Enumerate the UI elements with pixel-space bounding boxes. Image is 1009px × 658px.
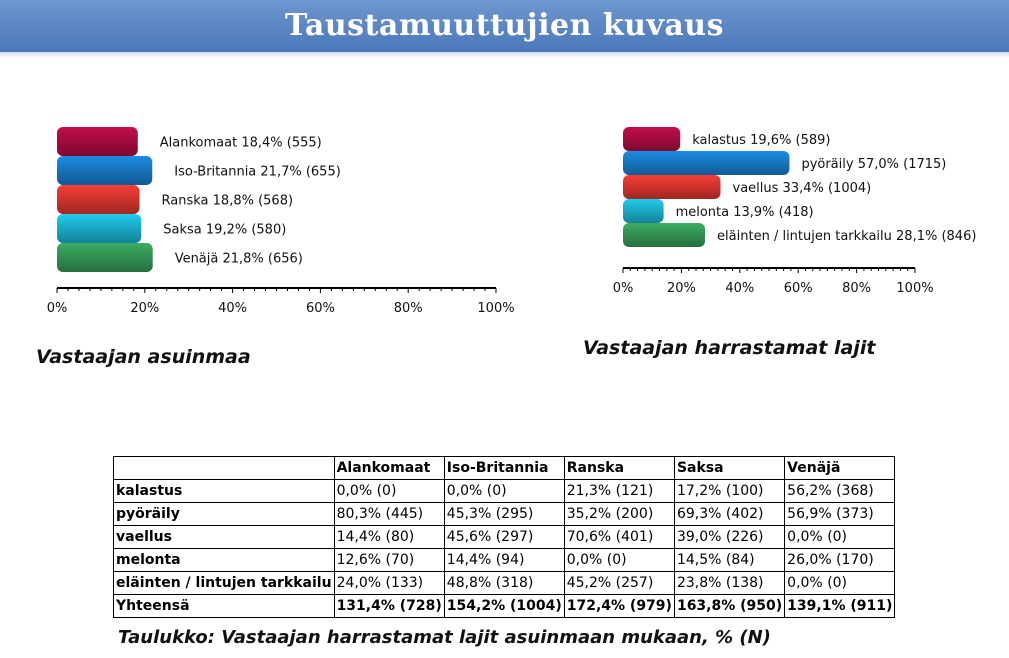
table-cell: 0,0% (0) bbox=[333, 479, 445, 503]
data-label: Venäjä 21,8% (656) bbox=[175, 252, 303, 267]
table-cell: 14,4% (94) bbox=[443, 548, 565, 572]
data-label: Iso-Britannia 21,7% (655) bbox=[174, 165, 341, 180]
x-tick-label: 80% bbox=[842, 281, 871, 296]
table-cell: 14,5% (84) bbox=[673, 548, 786, 572]
data-label: Ranska 18,8% (568) bbox=[162, 194, 294, 209]
row-label: melonta bbox=[113, 548, 335, 572]
table-cell: 24,0% (133) bbox=[333, 571, 445, 595]
data-label: kalastus 19,6% (589) bbox=[692, 133, 830, 148]
row-label: eläinten / lintujen tarkkailu bbox=[113, 571, 335, 595]
data-label: vaellus 33,4% (1004) bbox=[733, 181, 872, 196]
table-cell: 39,0% (226) bbox=[673, 525, 786, 549]
bar-kalastus bbox=[623, 127, 681, 151]
header-bar: Taustamuuttujien kuvaus bbox=[0, 0, 1009, 53]
column-header: Ranska bbox=[563, 456, 675, 480]
table-cell: 21,3% (121) bbox=[563, 479, 675, 503]
bar-saksa bbox=[57, 214, 142, 243]
header-shadow bbox=[0, 52, 1009, 58]
x-tick-label: 40% bbox=[725, 281, 754, 296]
bar-melonta bbox=[623, 199, 664, 223]
table-cell: 0,0% (0) bbox=[784, 525, 896, 549]
row-label: Yhteensä bbox=[113, 594, 335, 618]
hobby-by-country-table: Alankomaat Iso-Britannia Ranska Saksa Venäjä… bbox=[113, 456, 896, 618]
column-header: Venäjä bbox=[784, 456, 896, 480]
table-cell: 56,9% (373) bbox=[784, 502, 896, 526]
bar-vaellus bbox=[623, 175, 721, 199]
table-caption: Taulukko: Vastaajan harrastamat lajit as… bbox=[118, 627, 771, 648]
bar-iso-britannia bbox=[57, 156, 153, 185]
x-tick-label: 60% bbox=[784, 281, 813, 296]
residence-chart-caption: Vastaajan asuinmaa bbox=[36, 346, 251, 368]
table-cell: 35,2% (200) bbox=[563, 502, 675, 526]
data-label: eläinten / lintujen tarkkailu 28,1% (846… bbox=[717, 229, 976, 244]
table-cell: 163,8% (950) bbox=[673, 594, 786, 618]
table-cell: 48,8% (318) bbox=[443, 571, 565, 595]
table-header-row: Alankomaat Iso-Britannia Ranska Saksa Venäjä bbox=[113, 456, 896, 480]
table-row: vaellus 14,4% (80) 45,6% (297) 70,6% (401) 3… bbox=[113, 525, 896, 549]
bar-ranska bbox=[57, 185, 140, 214]
table-cell: 45,2% (257) bbox=[563, 571, 675, 595]
table-row: Yhteensä 131,4% (728) 154,2% (1004) 172,4% … bbox=[113, 594, 896, 618]
table-cell: 45,3% (295) bbox=[443, 502, 565, 526]
x-tick-label: 60% bbox=[306, 301, 335, 316]
table-cell: 0,0% (0) bbox=[443, 479, 565, 503]
bar-ven-j- bbox=[57, 243, 153, 272]
data-label: Saksa 19,2% (580) bbox=[163, 223, 286, 238]
x-tick-label: 0% bbox=[47, 301, 68, 316]
column-header: Alankomaat bbox=[333, 456, 445, 480]
table-cell: 17,2% (100) bbox=[673, 479, 786, 503]
table-row: melonta 12,6% (70) 14,4% (94) 0,0% (0) 14,5%… bbox=[113, 548, 896, 572]
x-tick-label: 20% bbox=[130, 301, 159, 316]
x-tick-label: 40% bbox=[218, 301, 247, 316]
table-cell: 172,4% (979) bbox=[563, 594, 675, 618]
column-header: Iso-Britannia bbox=[443, 456, 565, 480]
x-tick-label: 100% bbox=[896, 281, 933, 296]
row-label: pyöräily bbox=[113, 502, 335, 526]
x-tick-label: 0% bbox=[613, 281, 634, 296]
x-tick-label: 100% bbox=[477, 301, 514, 316]
column-header: Saksa bbox=[673, 456, 786, 480]
row-label: kalastus bbox=[113, 479, 335, 503]
table-cell: 154,2% (1004) bbox=[443, 594, 565, 618]
page-title: Taustamuuttujien kuvaus bbox=[284, 8, 725, 43]
hobby-chart-caption: Vastaajan harrastamat lajit bbox=[583, 337, 876, 359]
table-cell: 80,3% (445) bbox=[333, 502, 445, 526]
x-tick-label: 80% bbox=[394, 301, 423, 316]
data-label: melonta 13,9% (418) bbox=[676, 205, 814, 220]
table-cell: 0,0% (0) bbox=[563, 548, 675, 572]
data-label: pyöräily 57,0% (1715) bbox=[801, 157, 946, 172]
table-cell: 23,8% (138) bbox=[673, 571, 786, 595]
table-cell: 139,1% (911) bbox=[784, 594, 896, 618]
bar-alankomaat bbox=[57, 127, 138, 156]
bar-el-inten-lintujen-tarkkailu bbox=[623, 223, 706, 247]
table-cell: 69,3% (402) bbox=[673, 502, 786, 526]
table-cell: 14,4% (80) bbox=[333, 525, 445, 549]
table-cell: 56,2% (368) bbox=[784, 479, 896, 503]
table-cell: 131,4% (728) bbox=[333, 594, 445, 618]
table-row: kalastus 0,0% (0) 0,0% (0) 21,3% (121) 17,2%… bbox=[113, 479, 896, 503]
row-label: vaellus bbox=[113, 525, 335, 549]
table-cell: 0,0% (0) bbox=[784, 571, 896, 595]
table-cell: 45,6% (297) bbox=[443, 525, 565, 549]
table-cell: 26,0% (170) bbox=[784, 548, 896, 572]
table-row: eläinten / lintujen tarkkailu 24,0% (133)… bbox=[113, 571, 896, 595]
data-label: Alankomaat 18,4% (555) bbox=[160, 136, 322, 151]
table-cell: 12,6% (70) bbox=[333, 548, 445, 572]
x-tick-label: 20% bbox=[667, 281, 696, 296]
bar-py-r-ily bbox=[623, 151, 790, 175]
table-corner-cell bbox=[113, 456, 335, 480]
table-cell: 70,6% (401) bbox=[563, 525, 675, 549]
table-row: pyöräily 80,3% (445) 45,3% (295) 35,2% (200… bbox=[113, 502, 896, 526]
